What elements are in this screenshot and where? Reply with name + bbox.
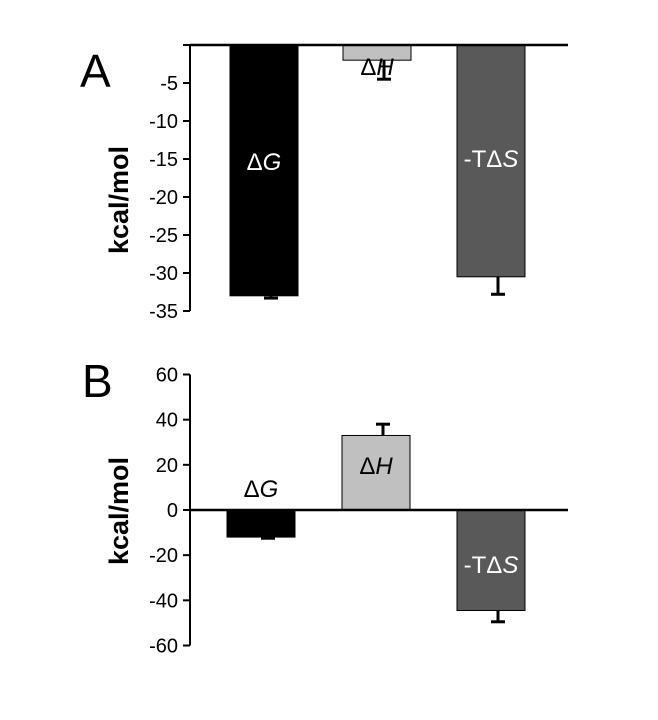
panel-label: B xyxy=(82,355,113,407)
y-tick-label: 40 xyxy=(156,410,178,432)
bar xyxy=(226,509,296,538)
bar-label: ΔG xyxy=(244,476,279,503)
y-tick-label: -30 xyxy=(149,263,178,285)
y-tick-label: -60 xyxy=(149,635,178,657)
y-tick-label: -20 xyxy=(149,187,178,209)
bar-label: ΔG xyxy=(247,149,282,176)
y-tick-label: 20 xyxy=(156,455,178,477)
bar xyxy=(229,44,299,297)
bar-label: ΔH xyxy=(359,453,393,480)
panel-label: A xyxy=(80,45,111,97)
y-tick-label: -5 xyxy=(160,73,178,95)
y-tick-label: -15 xyxy=(149,149,178,171)
bar-label: ΔH xyxy=(360,54,394,81)
bar xyxy=(341,434,411,511)
y-tick-label: 0 xyxy=(167,500,178,522)
y-tick-label: -35 xyxy=(149,301,178,323)
y-tick-label: -40 xyxy=(149,590,178,612)
y-axis-label: kcal/mol xyxy=(104,146,134,254)
y-tick-label: 60 xyxy=(156,365,178,387)
y-axis-label: kcal/mol xyxy=(104,457,134,565)
bar-label: -TΔS xyxy=(464,146,519,173)
y-tick-label: -20 xyxy=(149,545,178,567)
bar xyxy=(456,509,526,611)
y-tick-label: -10 xyxy=(149,111,178,133)
bar xyxy=(456,44,526,278)
bar-label: -TΔS xyxy=(464,552,519,579)
y-tick-label: -25 xyxy=(149,225,178,247)
